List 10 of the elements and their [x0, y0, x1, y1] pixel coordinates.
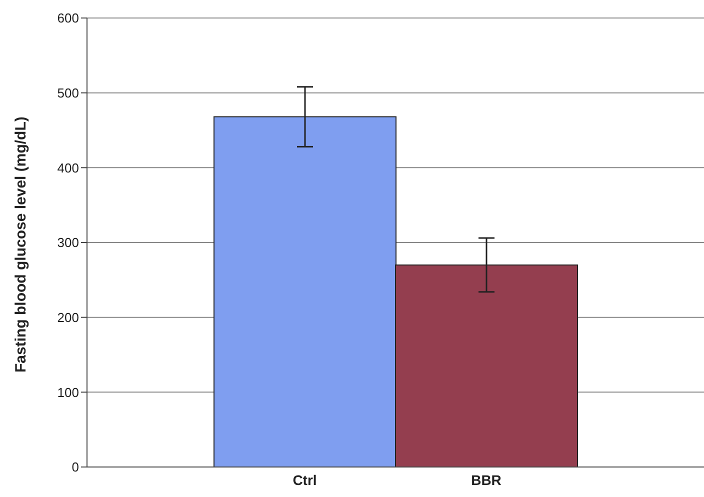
y-tick-label: 100: [57, 384, 79, 400]
y-axis-title: Fasting blood glucose level (mg/dL): [12, 116, 30, 372]
y-tick-label: 300: [57, 235, 79, 250]
y-tick-label: 600: [57, 10, 79, 26]
y-tick-label: 200: [57, 310, 79, 325]
y-tick-label: 0: [72, 460, 79, 475]
y-tick-label: 500: [57, 85, 79, 100]
x-tick-label: Ctrl: [292, 472, 317, 488]
y-tick-label: 400: [57, 160, 79, 176]
x-tick-label: BBR: [471, 472, 502, 488]
